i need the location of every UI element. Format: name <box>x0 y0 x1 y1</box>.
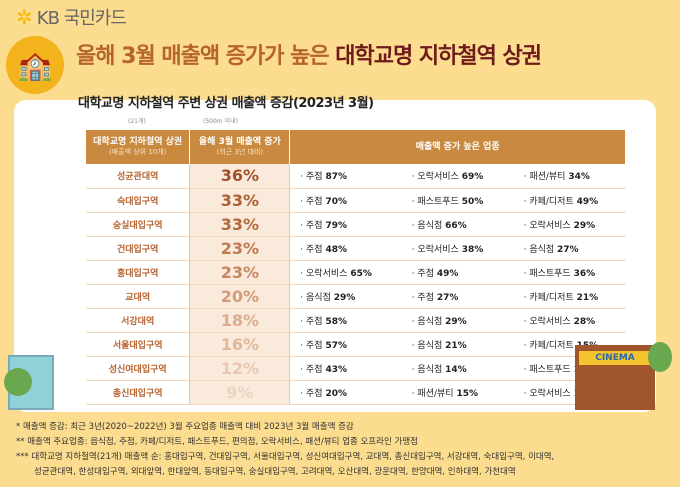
station-name: 서강대역 <box>86 308 190 333</box>
industry-item: · 음식점 14% <box>401 356 514 381</box>
industry-item: · 카페/디저트 49% <box>513 188 626 213</box>
industry-item: · 카페/디저트 21% <box>513 284 626 309</box>
industry-item: · 패스트푸드 50% <box>401 188 514 213</box>
growth-value: 20% <box>189 284 291 309</box>
growth-value: 12% <box>189 356 291 381</box>
industry-item: · 오락서비스 38% <box>401 236 514 261</box>
table-row: 홍대입구역 23% · 오락서비스 65% · 주점 49% · 패스트푸드 36% <box>86 260 626 285</box>
station-name: 건대입구역 <box>86 236 190 261</box>
table-row: 숭실대입구역 33% · 주점 79% · 음식점 66% · 오락서비스 29% <box>86 212 626 237</box>
station-name: 성신여대입구역 <box>86 356 190 381</box>
station-name: 서울대입구역 <box>86 332 190 357</box>
industry-item: · 오락서비스 69% <box>401 164 514 189</box>
industry-item: · 오락서비스 29% <box>513 212 626 237</box>
footnotes: * 매출액 증감: 최근 3년(2020~2022년) 3월 주요업종 매출액 … <box>16 420 554 480</box>
header-station: 대학교명 지하철역 상권 (매출액 상위 10개) <box>86 130 191 164</box>
growth-value: 33% <box>189 188 291 213</box>
header-growth: 올해 3월 매출액 증가 (최근 3년 대비) <box>189 130 291 164</box>
growth-value: 23% <box>189 236 291 261</box>
station-name: 숭실대입구역 <box>86 212 190 237</box>
station-name: 홍대입구역 <box>86 260 190 285</box>
growth-value: 23% <box>189 260 291 285</box>
subnote-count: (21개) <box>128 118 146 125</box>
industry-item: · 패션/뷰티 15% <box>401 380 514 405</box>
growth-value: 36% <box>189 164 291 189</box>
growth-value: 18% <box>189 308 291 333</box>
growth-value: 16% <box>189 332 291 357</box>
kb-star-icon: ✲ <box>16 5 33 29</box>
industry-item: · 주점 43% <box>289 356 402 381</box>
station-name: 교대역 <box>86 284 190 309</box>
footnote: ** 매출액 주요업종: 음식점, 주점, 카페/디저트, 패스트푸드, 편의점… <box>16 437 418 447</box>
table-title: 대학교명 지하철역 주변 상권 매출액 증감(2023년 3월) <box>78 96 374 111</box>
industry-item: · 패션/뷰티 34% <box>513 164 626 189</box>
industry-item: · 주점 58% <box>289 308 402 333</box>
industry-item: · 음식점 66% <box>401 212 514 237</box>
page-title: 올해 3월 매출액 증가가 높은 대학교명 지하철역 상권 <box>76 44 542 69</box>
table-row: 교대역 20% · 음식점 29% · 주점 27% · 카페/디저트 21% <box>86 284 626 309</box>
table-row: 성균관대역 36% · 주점 87% · 오락서비스 69% · 패션/뷰티 34% <box>86 164 626 189</box>
tree-illustration <box>648 342 672 372</box>
industry-item: · 주점 48% <box>289 236 402 261</box>
station-name: 숙대입구역 <box>86 188 190 213</box>
industry-item: · 음식점 29% <box>289 284 402 309</box>
table-row: 건대입구역 23% · 주점 48% · 오락서비스 38% · 음식점 27% <box>86 236 626 261</box>
growth-value: 9% <box>189 380 291 405</box>
industry-item: · 음식점 29% <box>401 308 514 333</box>
station-name: 총신대입구역 <box>86 380 190 405</box>
school-building-icon: 🏫 <box>6 36 64 94</box>
footnote: 성균관대역, 한성대입구역, 외대앞역, 한대앞역, 동대입구역, 숭실대입구역… <box>34 467 516 477</box>
growth-value: 33% <box>189 212 291 237</box>
industry-item: · 주점 57% <box>289 332 402 357</box>
industry-item: · 음식점 21% <box>401 332 514 357</box>
industry-item: · 음식점 27% <box>513 236 626 261</box>
industry-item: · 주점 27% <box>401 284 514 309</box>
industry-item: · 주점 49% <box>401 260 514 285</box>
industry-item: · 패스트푸드 36% <box>513 260 626 285</box>
station-name: 성균관대역 <box>86 164 190 189</box>
industry-item: · 주점 87% <box>289 164 402 189</box>
cinema-illustration: CINEMA <box>575 345 655 410</box>
sales-table: 대학교명 지하철역 상권 (매출액 상위 10개) 올해 3월 매출액 증가 (최근… <box>86 130 626 405</box>
table-row: 서강대역 18% · 주점 58% · 음식점 29% · 오락서비스 28% <box>86 308 626 333</box>
table-row: 숙대입구역 33% · 주점 70% · 패스트푸드 50% · 카페/디저트 49% <box>86 188 626 213</box>
industry-item: · 주점 79% <box>289 212 402 237</box>
industry-item: · 오락서비스 28% <box>513 308 626 333</box>
header-industries: 매출액 증가 높은 업종 <box>289 130 626 164</box>
industry-item: · 주점 20% <box>289 380 402 405</box>
footnote: *** 대학교명 지하철역(21개) 매출액 순: 홍대입구역, 건대입구역, … <box>16 452 555 462</box>
kb-kookmin-card-logo: ✲ KB 국민카드 <box>16 5 127 29</box>
industry-item: · 오락서비스 65% <box>289 260 402 285</box>
tree-illustration <box>4 368 32 396</box>
industry-item: · 주점 70% <box>289 188 402 213</box>
subnote-radius: (500m 이내) <box>203 118 238 125</box>
footnote: * 매출액 증감: 최근 3년(2020~2022년) 3월 주요업종 매출액 … <box>16 422 354 432</box>
